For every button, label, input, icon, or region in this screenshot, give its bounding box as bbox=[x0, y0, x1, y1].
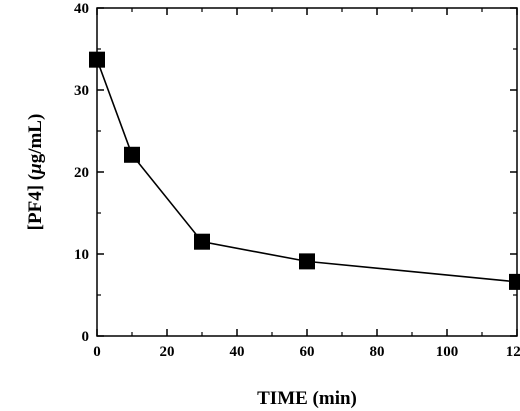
x-tick-label: 20 bbox=[160, 344, 175, 360]
x-tick-label: 0 bbox=[93, 344, 101, 360]
y-axis-title-suffix: g/mL) bbox=[25, 114, 46, 164]
data-point bbox=[194, 233, 210, 250]
data-point bbox=[299, 253, 315, 270]
axis-ticks bbox=[96, 7, 518, 337]
y-axis-title-unit-mu: μ bbox=[25, 163, 46, 175]
y-tick-label: 0 bbox=[82, 329, 90, 345]
y-tick-label: 30 bbox=[74, 83, 89, 99]
x-tick-label: 80 bbox=[370, 344, 385, 360]
data-point bbox=[509, 273, 520, 290]
series-line bbox=[96, 59, 518, 283]
y-tick-label: 40 bbox=[74, 1, 89, 17]
y-axis-title: [PF4] (μg/mL) bbox=[25, 114, 46, 231]
x-tick-label: 40 bbox=[230, 344, 245, 360]
tick-labels: 0 20 40 60 80 100 120 0 10 20 30 40 bbox=[74, 1, 520, 360]
y-tick-label: 20 bbox=[74, 165, 89, 181]
x-tick-label: 120 bbox=[506, 344, 520, 360]
plot-frame bbox=[96, 7, 518, 337]
y-tick-label: 10 bbox=[74, 247, 89, 263]
x-axis-title: TIME (min) bbox=[257, 388, 357, 409]
y-axis-title-prefix: [PF4] ( bbox=[25, 174, 46, 230]
x-tick-label: 60 bbox=[300, 344, 315, 360]
data-series bbox=[89, 51, 520, 290]
x-tick-label: 100 bbox=[436, 344, 459, 360]
data-point bbox=[124, 146, 140, 163]
